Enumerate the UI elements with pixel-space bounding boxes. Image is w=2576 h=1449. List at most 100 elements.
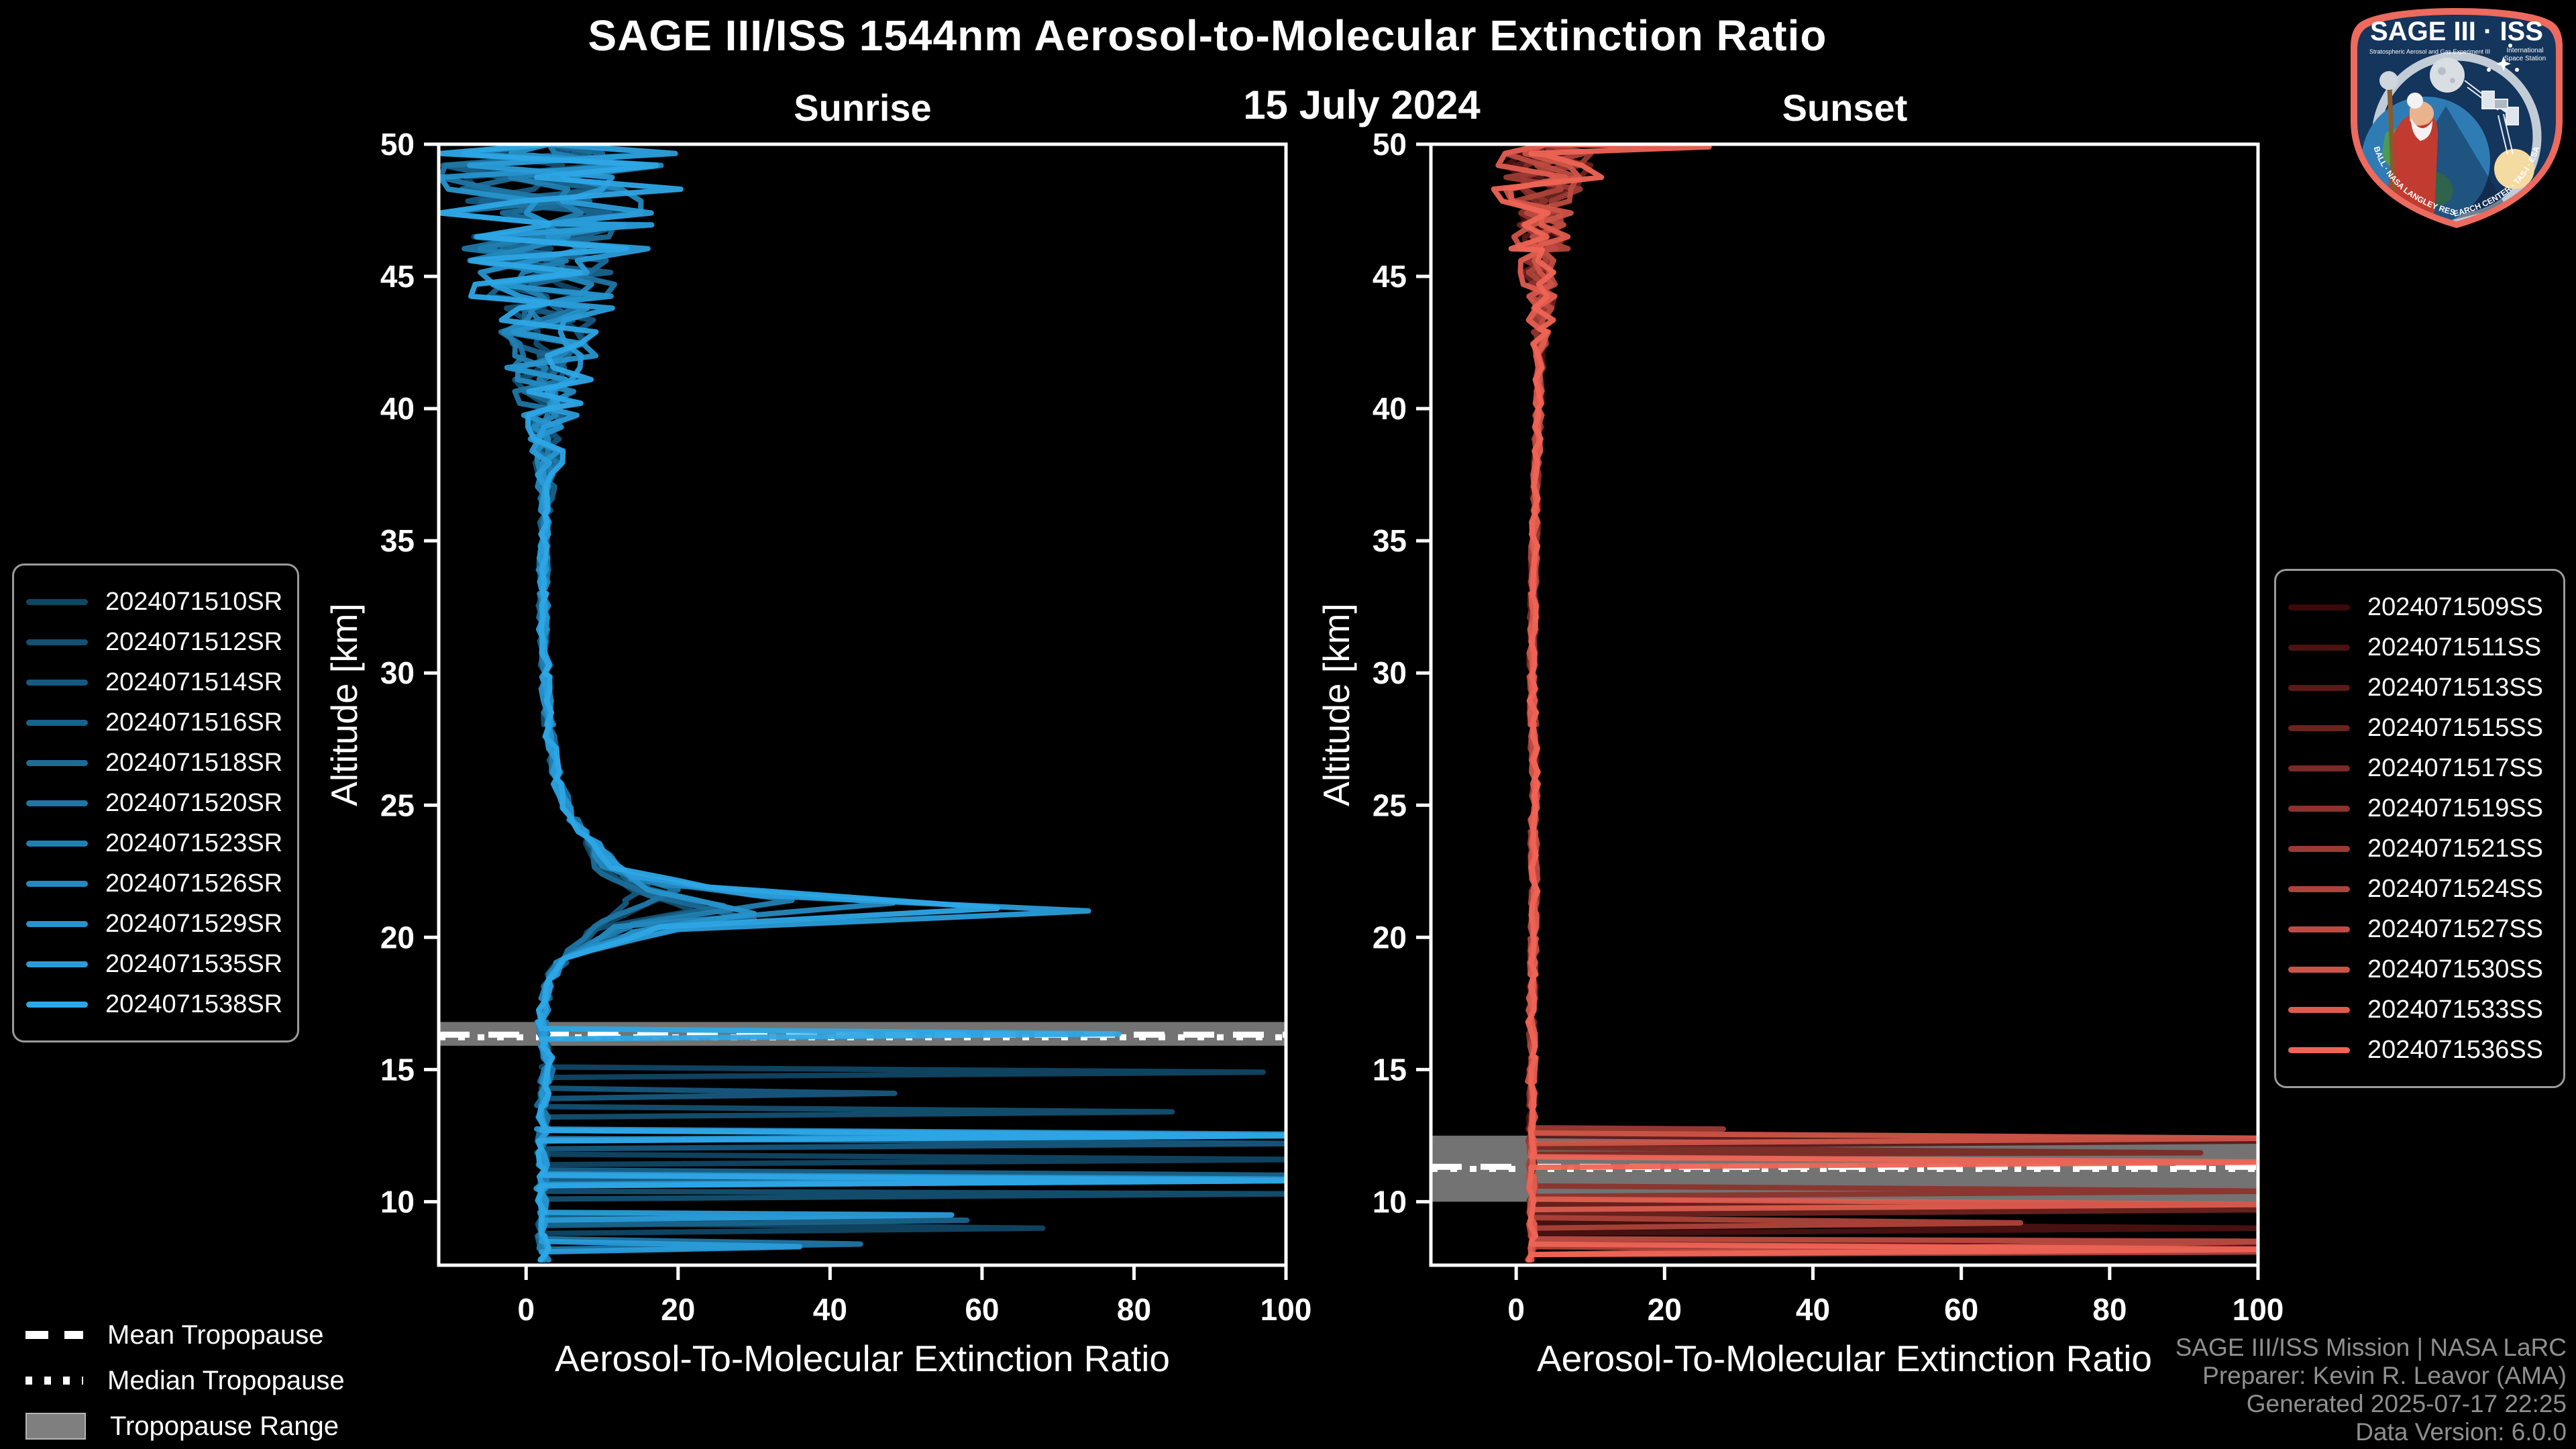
legend-item: 2024071535SR: [26, 944, 285, 984]
legend-label: 2024071509SS: [2367, 592, 2544, 621]
sunset-x-tick-label: 60: [1944, 1292, 1978, 1327]
legend-label: 2024071530SS: [2367, 955, 2544, 983]
sunset-y-tick-label: 45: [1373, 259, 1407, 294]
sunset-legend: 2024071509SS 2024071511SS 2024071513SS 2024…: [2274, 569, 2565, 1088]
legend-line-swatch: [2288, 845, 2350, 852]
legend-label: 2024071536SS: [2367, 1035, 2544, 1064]
patch-subtitle-right-2: Space Station: [2504, 55, 2546, 62]
legend-label: 2024071520SR: [105, 788, 283, 817]
legend-label: 2024071510SR: [105, 587, 283, 616]
sunrise-x-tick-label: 0: [517, 1292, 535, 1327]
legend-label: 2024071511SS: [2367, 633, 2542, 661]
sunrise-panel-title: Sunrise: [794, 87, 932, 129]
moon: [2430, 58, 2465, 93]
legend-item: 2024071512SR: [26, 622, 285, 662]
legend-item: 2024071520SR: [26, 783, 285, 823]
mean-tropopause-legend-item: Mean Tropopause: [25, 1312, 345, 1358]
series-line-2024071538SR: [439, 144, 1286, 1263]
sunset-x-axis-label: Aerosol-To-Molecular Extinction Ratio: [1537, 1338, 2152, 1379]
sunrise-y-tick-label: 50: [380, 127, 415, 162]
legend-line-swatch: [26, 759, 88, 766]
sunrise-y-tick-label: 30: [380, 655, 415, 690]
legend-item: 2024071519SS: [2288, 788, 2551, 828]
gray-box-swatch: [25, 1413, 86, 1440]
sunset-y-tick-label: 35: [1373, 523, 1407, 558]
mean-tropopause-label: Mean Tropopause: [107, 1320, 324, 1350]
legend-label: 2024071515SS: [2367, 713, 2544, 742]
legend-item: 2024071521SS: [2288, 828, 2551, 869]
sunrise-y-tick-label: 10: [380, 1184, 415, 1219]
credit-mission: SAGE III/ISS Mission | NASA LaRC: [2175, 1334, 2567, 1361]
sunrise-y-tick-label: 25: [380, 788, 415, 822]
legend-label: 2024071519SS: [2367, 794, 2544, 822]
credit-data-version: Data Version: 6.0.0: [2355, 1418, 2567, 1446]
series-line-2024071527SS: [1502, 144, 2258, 1263]
sunrise-y-axis-label: Altitude [km]: [323, 603, 365, 806]
sun: [2494, 149, 2534, 189]
legend-item: 2024071515SS: [2288, 708, 2551, 748]
series-line-2024071536SS: [1491, 144, 2258, 1263]
legend-line-swatch: [2288, 604, 2350, 610]
tropopause-range-legend-item: Tropopause Range: [25, 1403, 345, 1449]
median-tropopause-label: Median Tropopause: [107, 1365, 345, 1395]
sunrise-y-tick-label: 40: [380, 391, 415, 426]
legend-label: 2024071512SR: [105, 627, 283, 656]
sunrise-plot-frame: [437, 142, 1288, 1267]
sunrise-x-tick-label: 100: [1260, 1292, 1312, 1327]
moon-crater: [2438, 67, 2446, 75]
legend-label: 2024071538SR: [105, 989, 283, 1018]
sunrise-y-tick-label: 20: [380, 920, 415, 955]
legend-item: 2024071536SS: [2288, 1030, 2551, 1070]
iss-icon: [2481, 91, 2520, 125]
sunrise-x-tick-label: 80: [1117, 1292, 1151, 1327]
legend-item: 2024071529SR: [26, 904, 285, 944]
sunset-x-tick-label: 80: [2092, 1292, 2127, 1327]
series-line-2024071511SS: [1504, 144, 2258, 1263]
sunrise-x-tick-label: 40: [813, 1292, 847, 1327]
legend-item: 2024071510SR: [26, 582, 285, 622]
legend-item: 2024071517SS: [2288, 748, 2551, 788]
credit-generated: Generated 2025-07-17 22:25: [2246, 1390, 2567, 1417]
sunset-y-axis-label: Altitude [km]: [1316, 603, 1357, 806]
stars: [2487, 44, 2519, 72]
series-line-2024071513SS: [1511, 144, 2258, 1263]
tropopause-legend: Mean Tropopause Median Tropopause Tropop…: [25, 1312, 345, 1449]
series-line-2024071509SS: [1511, 144, 2258, 1263]
legend-line-swatch: [2288, 765, 2350, 771]
dotted-line-swatch: [25, 1377, 83, 1385]
legend-item: 2024071530SS: [2288, 949, 2551, 989]
legend-line-swatch: [2288, 805, 2350, 812]
patch-subtitle-right-1: International: [2506, 47, 2543, 54]
legend-item: 2024071524SS: [2288, 869, 2551, 909]
legend-label: 2024071518SR: [105, 748, 283, 777]
page-title: SAGE III/ISS 1544nm Aerosol-to-Molecular…: [588, 11, 1827, 60]
moon-crater: [2450, 78, 2455, 83]
series-line-2024071524SS: [1512, 144, 2258, 1263]
legend-item: 2024071533SS: [2288, 989, 2551, 1030]
legend-label: 2024071523SR: [105, 828, 283, 857]
legend-line-swatch: [26, 598, 88, 605]
tropopause-range-label: Tropopause Range: [110, 1411, 339, 1441]
legend-line-swatch: [2288, 1046, 2350, 1053]
sunset-y-tick-label: 20: [1373, 920, 1407, 955]
sunset-plot: 0 20 40 60 80 100 10 15 20 25 30 35 40 45 50 Aerosol-To…: [1316, 127, 2284, 1379]
legend-label: 2024071514SR: [105, 667, 283, 696]
legend-line-swatch: [26, 920, 88, 927]
patch-title: SAGE III · ISS: [2370, 17, 2543, 46]
credits-block: SAGE III/ISS Mission | NASA LaRC Prepare…: [2176, 1334, 2567, 1446]
legend-line-swatch: [26, 719, 88, 726]
patch-subtitle-left: Stratospheric Aerosol and Gas Experiment…: [2369, 48, 2490, 55]
sage-iii-iss-mission-patch-logo: SAGE III · ISS Stratospheric Aerosol and…: [2351, 8, 2563, 228]
legend-line-swatch: [2288, 926, 2350, 932]
legend-item: 2024071526SR: [26, 863, 285, 904]
legend-label: 2024071527SS: [2367, 914, 2544, 943]
sunrise-x-axis-label: Aerosol-To-Molecular Extinction Ratio: [555, 1338, 1170, 1379]
legend-label: 2024071529SR: [105, 909, 283, 938]
legend-line-swatch: [2288, 724, 2350, 731]
date-subtitle: 15 July 2024: [1243, 83, 1481, 127]
legend-label: 2024071516SR: [105, 708, 283, 737]
sunrise-y-tick-label: 35: [380, 523, 415, 558]
sunset-x-tick-label: 0: [1507, 1292, 1525, 1327]
